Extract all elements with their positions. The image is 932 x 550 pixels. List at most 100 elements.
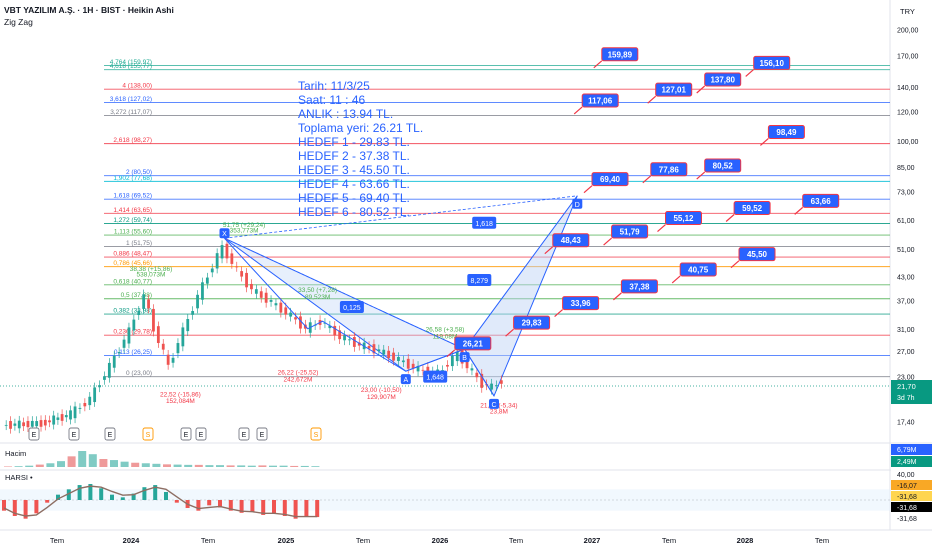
candle-body — [235, 266, 239, 268]
fib-level-label: 1,902 (77,68) — [113, 175, 152, 182]
harsi-tick-label: -31,68 — [897, 516, 917, 523]
candle-body — [470, 368, 474, 371]
harsi-bar — [34, 500, 39, 514]
event-marker-box — [68, 427, 80, 441]
annotation-line: Saat: 11 : 46 — [298, 93, 365, 107]
swing-label: 22,52 (-15,86) — [160, 392, 201, 399]
target-box — [513, 315, 551, 330]
harsi-badge — [891, 513, 932, 523]
pattern-ratio-label: 0,125 — [343, 305, 361, 312]
candle-body — [103, 376, 106, 380]
candle-body — [142, 294, 146, 309]
fib-level-label: 2,618 (98,27) — [113, 137, 152, 144]
x-tick-label: Tem — [50, 536, 64, 545]
swing-label: 242,672M — [284, 377, 313, 384]
candle-body — [83, 402, 87, 407]
harsi-bar — [174, 500, 179, 503]
harsi-title: HARSI • — [5, 473, 33, 482]
fib-level-label: 4,618 (155,77) — [110, 63, 152, 70]
pattern-point-box — [400, 374, 411, 385]
candle-body — [4, 424, 8, 426]
candle-body — [401, 360, 405, 363]
x-tick-label: Tem — [662, 536, 676, 545]
harsi-bar — [23, 500, 28, 519]
volume-badge — [891, 444, 932, 455]
annotation-line: HEDEF 1 - 29.83 TL. — [298, 135, 410, 149]
target-box — [753, 55, 791, 70]
volume-bar — [300, 465, 309, 467]
y-tick-label: 85,00 — [897, 165, 915, 172]
target-label: 33,96 — [571, 299, 592, 308]
target-pointer — [544, 246, 554, 255]
candle-body — [69, 410, 72, 420]
target-box — [591, 172, 629, 187]
volume-bar — [120, 461, 129, 467]
annotation-line: HEDEF 3 - 45.50 TL. — [298, 163, 410, 177]
candle-body — [112, 355, 116, 368]
candle-body — [450, 355, 454, 367]
target-box — [704, 72, 742, 87]
target-box — [620, 279, 658, 294]
x-tick-label: 2024 — [123, 536, 141, 545]
volume-bar — [141, 463, 150, 467]
fib-level-label: 0,5 (37,38) — [121, 292, 152, 299]
candle-body — [357, 342, 361, 346]
target-label: 137,80 — [710, 76, 735, 85]
swing-label: 38,38 (+15,86) — [130, 266, 172, 273]
event-marker-box — [142, 427, 154, 441]
swing-label: 152,084M — [166, 398, 195, 405]
harsi-bar — [153, 485, 158, 500]
fib-level-label: 0,382 (33,98) — [113, 308, 152, 315]
candle-body — [107, 362, 111, 378]
annotation-line: Toplama yeri: 26.21 TL. — [298, 121, 423, 135]
candle-body — [117, 351, 121, 354]
fib-level-label: 4,764 (159,97) — [110, 59, 152, 66]
fib-level-label: 1,414 (63,65) — [113, 207, 152, 214]
target-label: 45,50 — [747, 250, 768, 259]
symbol-title: VBT YAZILIM A.Ş. · 1H · BIST · Heikin As… — [4, 5, 174, 15]
harsi-bar — [250, 500, 255, 512]
fib-level-label: 1 (51,75) — [126, 240, 152, 247]
event-marker-box — [238, 427, 250, 441]
candle-body — [98, 385, 101, 388]
candle-body — [294, 317, 297, 320]
candle-body — [240, 271, 244, 277]
target-box — [454, 336, 492, 351]
pattern-point-box — [489, 398, 499, 409]
volume-bar — [269, 465, 277, 467]
event-marker-label: E — [108, 432, 113, 439]
candle-body — [455, 351, 459, 362]
swing-label: 23,8M — [490, 408, 508, 415]
volume-bar — [216, 465, 224, 467]
target-pointer — [745, 68, 755, 77]
candle-body — [176, 343, 180, 354]
candle-body — [259, 291, 263, 298]
candle-body — [220, 245, 224, 259]
volume-bar — [290, 465, 299, 467]
candle-body — [254, 289, 258, 294]
target-box — [611, 224, 649, 239]
fib-level-label: 0,236 (29,78) — [113, 329, 152, 336]
y-tick-label: 37,00 — [897, 298, 915, 305]
candle-body — [269, 300, 273, 302]
fib-level-label: 1,618 (69,52) — [113, 193, 152, 200]
pattern-point-label: X — [222, 231, 227, 238]
harsi-bar — [99, 488, 104, 500]
annotation-line: HEDEF 4 - 63.66 TL. — [298, 177, 410, 191]
harsi-bar — [196, 500, 201, 511]
target-pointer — [603, 237, 612, 246]
harsi-bar — [272, 500, 276, 514]
y-tick-label: 170,00 — [897, 54, 919, 61]
candle-body — [17, 420, 21, 429]
volume-badge — [891, 456, 932, 467]
event-marker-label: E — [242, 432, 247, 439]
volume-bar — [258, 465, 267, 467]
candle-body — [372, 344, 376, 354]
candle-body — [215, 253, 219, 269]
pattern-ratio-label: 8,279 — [471, 278, 489, 285]
volume-bar — [205, 465, 214, 467]
target-label: 117,06 — [588, 96, 613, 105]
harsi-bar — [2, 500, 6, 511]
